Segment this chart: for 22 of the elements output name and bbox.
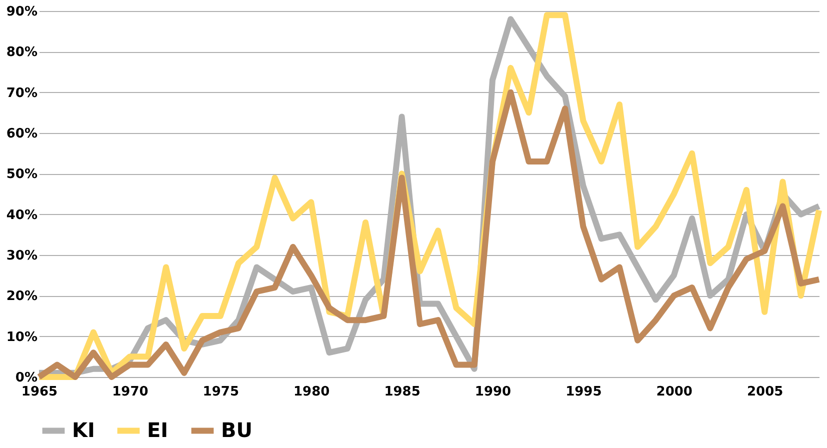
x-tick-label: 2000 bbox=[656, 384, 692, 400]
legend-label: EI bbox=[147, 418, 168, 442]
y-tick-label: 60% bbox=[6, 126, 38, 142]
x-tick-label: 1990 bbox=[474, 384, 512, 400]
x-tick-label: 2005 bbox=[746, 384, 784, 400]
y-tick-label: 30% bbox=[6, 248, 38, 264]
y-tick-label: 70% bbox=[6, 86, 38, 101]
y-tick-label: 40% bbox=[6, 208, 38, 223]
x-tick-label: 1980 bbox=[294, 384, 330, 400]
x-tick-label: 1975 bbox=[202, 384, 239, 400]
y-tick-label: 50% bbox=[6, 167, 38, 182]
y-tick-label: 90% bbox=[6, 4, 38, 20]
y-tick-label: 0% bbox=[15, 370, 38, 386]
y-tick-label: 20% bbox=[6, 289, 38, 304]
legend-label: BU bbox=[221, 418, 252, 442]
x-tick-label: 1985 bbox=[384, 384, 420, 400]
x-tick-label: 1965 bbox=[21, 384, 58, 400]
y-tick-label: 10% bbox=[6, 330, 38, 345]
legend-label: KI bbox=[72, 418, 95, 442]
x-tick-label: 1970 bbox=[112, 384, 148, 400]
x-tick-label: 1995 bbox=[566, 384, 602, 400]
y-tick-label: 80% bbox=[6, 45, 38, 60]
